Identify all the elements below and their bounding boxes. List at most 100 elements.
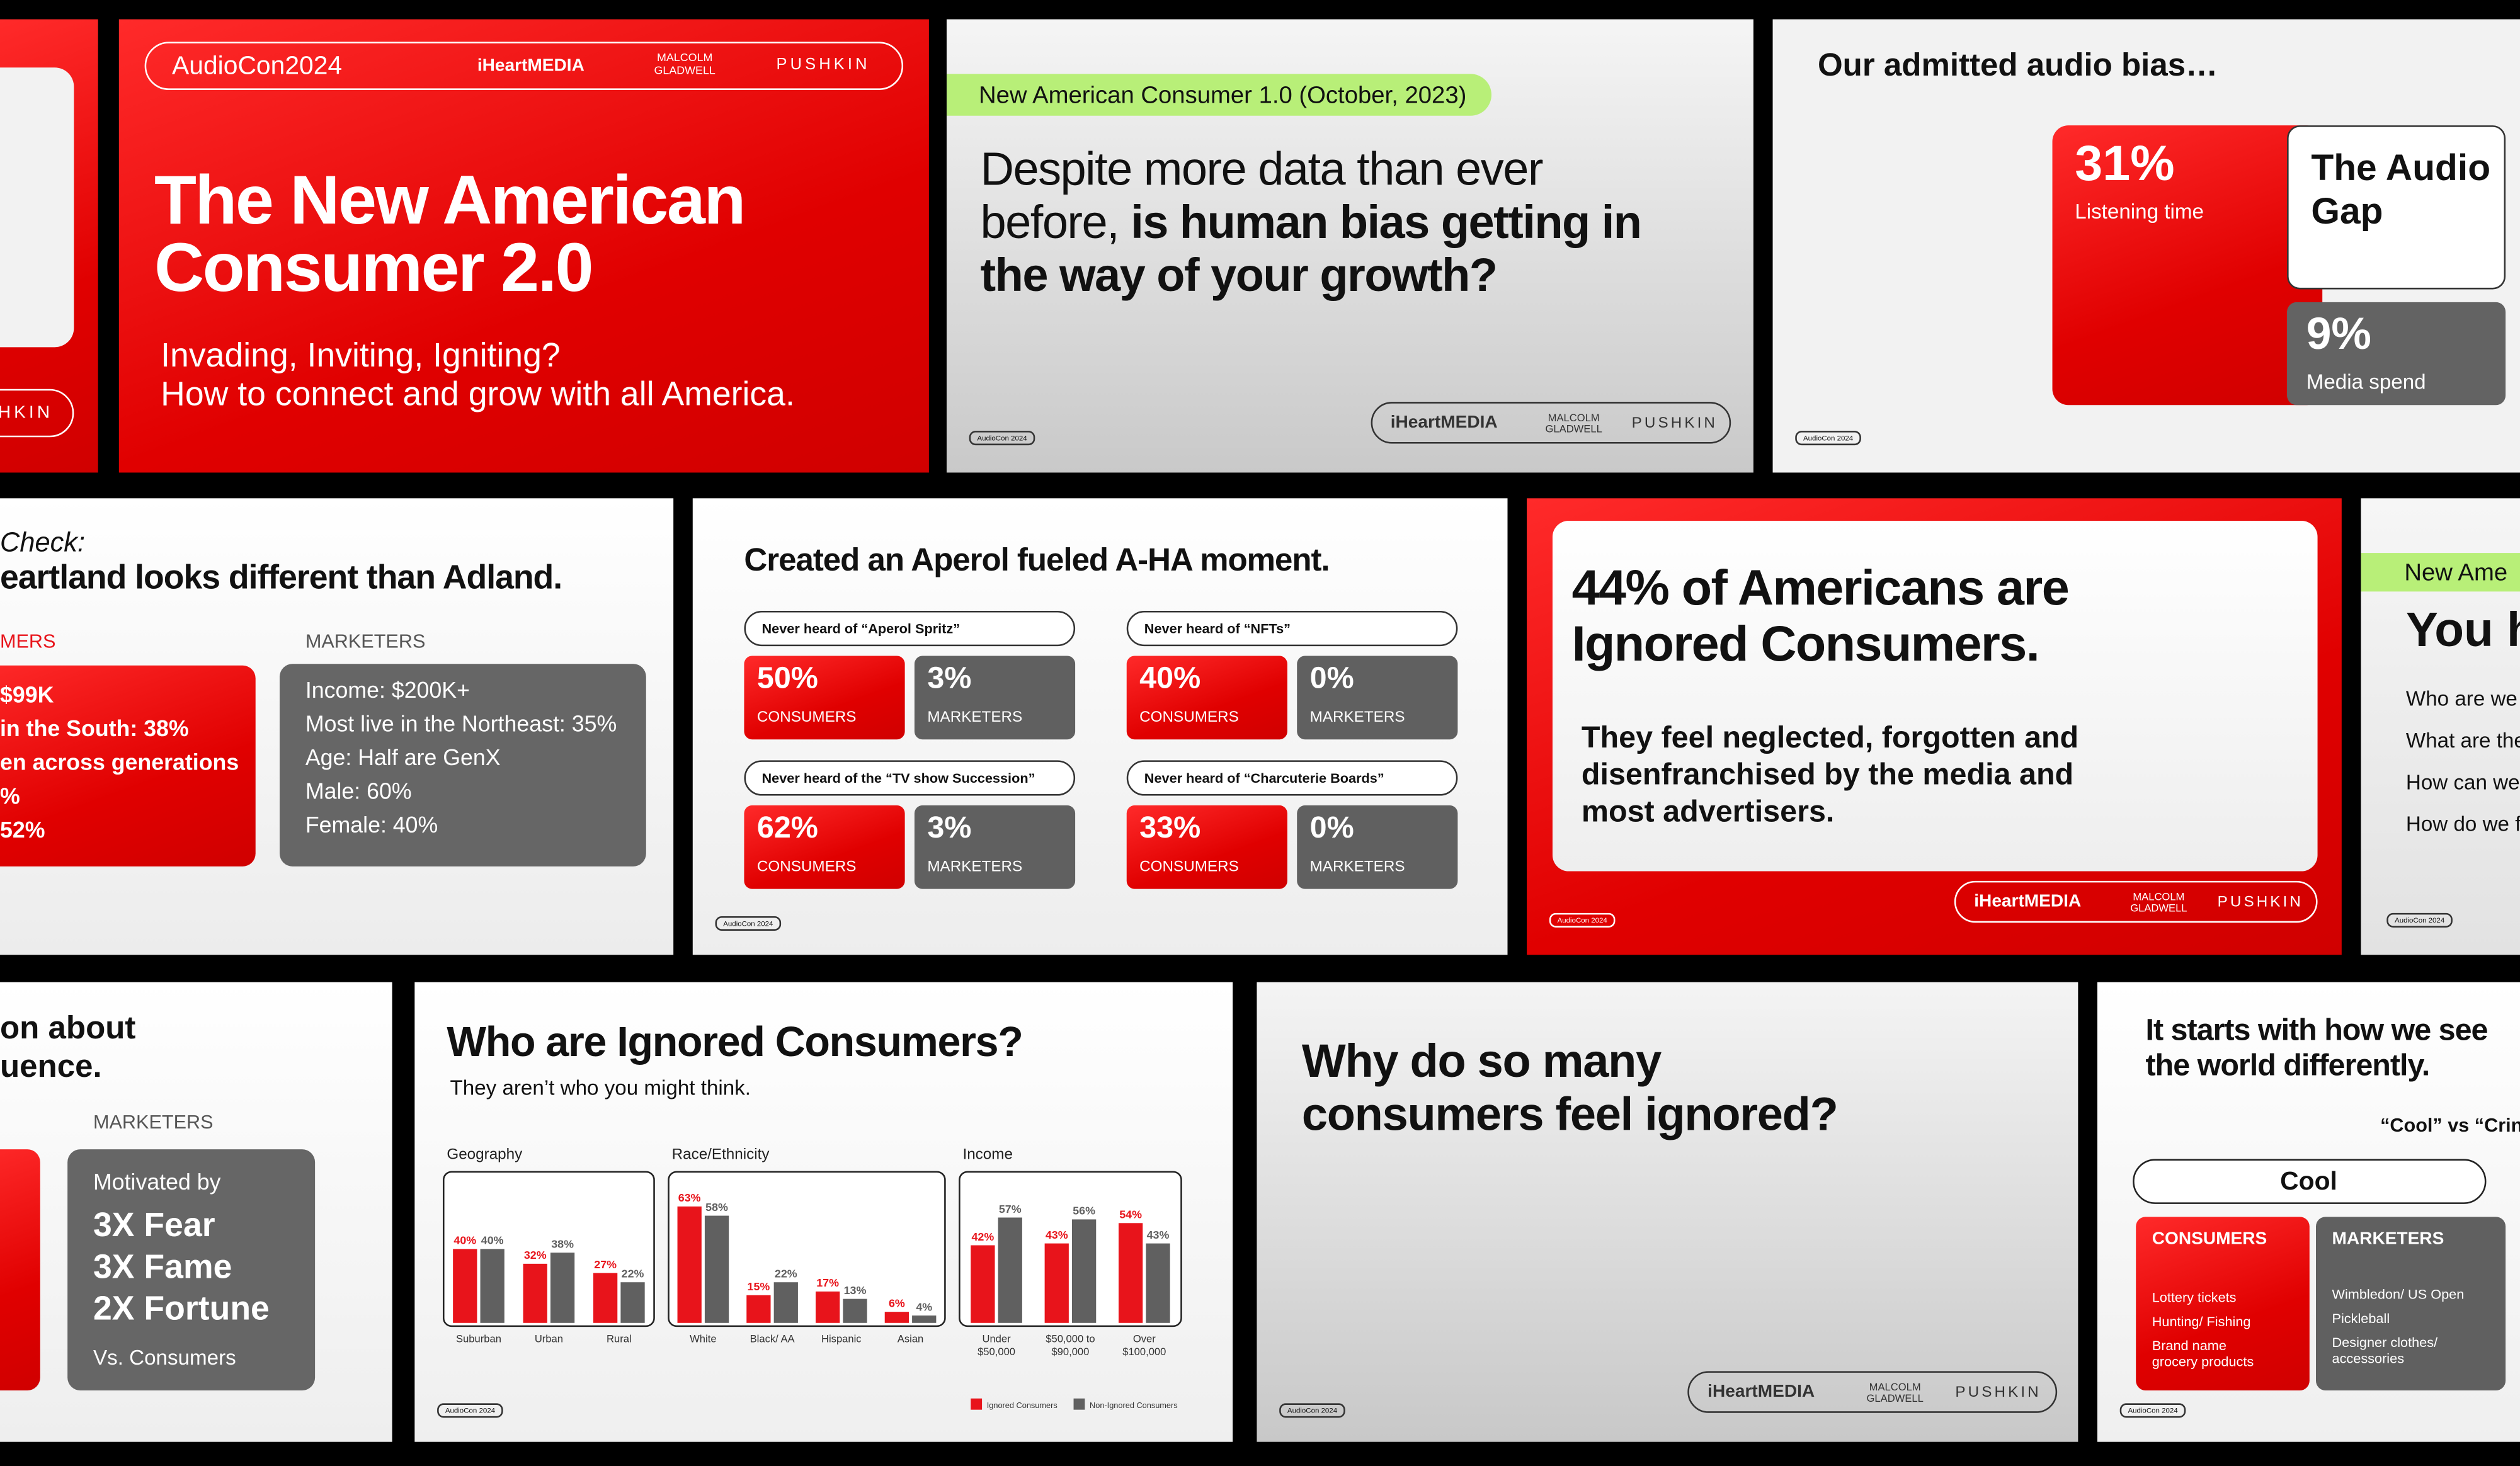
stat-value: 40% xyxy=(1139,662,1201,696)
category-label: $50,000 to $90,000 xyxy=(1046,1332,1095,1357)
marketers-card: Motivated by 3X Fear 3X Fame 2X Fortune Vs. … xyxy=(67,1149,316,1390)
subtitle-line: Invading, Inviting, Igniting? xyxy=(161,338,561,375)
headline: Despite more data than ever before, is h… xyxy=(981,145,1656,304)
bar xyxy=(773,1282,798,1323)
stat-label: Media spend xyxy=(2306,370,2426,394)
slide-heartland: Check: eartland looks different than Adla… xyxy=(0,498,674,955)
logo-iheart: iHeartMEDIA xyxy=(1974,892,2082,912)
panel-title: Race/Ethnicity xyxy=(672,1145,770,1162)
bar xyxy=(620,1282,645,1323)
category-label: Under $50,000 xyxy=(978,1332,1015,1357)
card-item: % xyxy=(0,783,20,809)
slide-title: Who are Ignored Consumers? xyxy=(447,1017,1023,1066)
bar xyxy=(1044,1243,1069,1323)
header-pill: AudioCon2024 iHeartMEDIA MALCOLM GLADWELL P… xyxy=(144,42,904,90)
logo-pushkin: PUSHKIN xyxy=(1631,414,1718,433)
question-line: How do we f xyxy=(2405,812,2520,836)
stat-value: 0% xyxy=(1309,812,1354,846)
pill-text: Cool xyxy=(2280,1168,2337,1196)
footer-badge: AudioCon 2024 xyxy=(2119,1403,2186,1418)
logo-gladwell: MALCOLM GLADWELL xyxy=(654,53,716,77)
footer-badge: AudioCon 2024 xyxy=(437,1403,503,1418)
stat-value: 3% xyxy=(927,662,972,696)
bar xyxy=(550,1253,575,1323)
gap-text: The Audio Gap xyxy=(2311,146,2491,232)
card-item: Most live in the Northeast: 35% xyxy=(305,710,617,737)
stat-label: CONSUMERS xyxy=(756,708,857,727)
stat-label: CONSUMERS xyxy=(1139,858,1239,877)
tag: New American Consumer 1.0 (October, 2023… xyxy=(946,74,1493,116)
bar-value-label: 57% xyxy=(999,1203,1022,1215)
category-label: Over $100,000 xyxy=(1122,1332,1166,1357)
question: Never heard of the “TV show Succession” xyxy=(761,770,1035,787)
card-item: Lottery tickets xyxy=(2152,1289,2237,1305)
stat-label: CONSUMERS xyxy=(1139,708,1239,727)
marketers-card: Income: $200K+ Most live in the Northeast… xyxy=(279,664,646,867)
bar xyxy=(523,1263,547,1323)
stat-value: 0% xyxy=(1309,662,1354,696)
question-pill: Never heard of the “TV show Succession” xyxy=(744,760,1076,796)
bar xyxy=(815,1291,840,1323)
footer-badge: AudioCon 2024 xyxy=(1795,431,1861,446)
bar-value-label: 13% xyxy=(844,1284,867,1297)
stat-label: Listening time xyxy=(2075,199,2204,224)
marketers-card: 3% MARKETERS xyxy=(914,656,1076,740)
card-item: Designer clothes/ accessories xyxy=(2332,1334,2438,1366)
marketers-card: MARKETERS Wimbledon/ US Open Pickleball Des… xyxy=(2315,1217,2506,1390)
logo-pushkin: PUSHKIN xyxy=(0,403,54,423)
card-heading: MARKETERS xyxy=(2332,1229,2444,1249)
bar-value-label: 15% xyxy=(748,1280,770,1293)
question-pill: Never heard of “Aperol Spritz” xyxy=(744,610,1076,647)
stat-label: MARKETERS xyxy=(1309,708,1405,727)
footer-badge: AudioCon 2024 xyxy=(2386,912,2453,928)
white-card xyxy=(1552,521,2318,872)
bar-value-label: 22% xyxy=(622,1268,644,1280)
bar xyxy=(1071,1219,1097,1323)
bar-value-label: 4% xyxy=(916,1300,932,1313)
legend-swatch xyxy=(1073,1398,1085,1410)
stat-value: 33% xyxy=(1139,812,1201,846)
bar xyxy=(1146,1243,1170,1323)
versus-text: “Cool” vs “Cring xyxy=(2380,1113,2520,1137)
slide-title: Our admitted audio bias… xyxy=(1817,48,2218,84)
footer-badge: AudioCon 2024 xyxy=(969,431,1035,446)
consumers-card: 33% CONSUMERS xyxy=(1126,805,1287,889)
panel-title: Income xyxy=(962,1145,1012,1162)
card-item: Age: Half are GenX xyxy=(305,744,501,770)
card-item: Female: 40% xyxy=(305,812,438,838)
consumers-card: CONSUMERS Lottery tickets Hunting/ Fishing… xyxy=(2136,1217,2310,1390)
bar-value-label: 43% xyxy=(1147,1229,1170,1241)
card-item: in the South: 38% xyxy=(0,715,189,741)
logo-gladwell: MALCOLM GLADWELL xyxy=(2130,892,2187,915)
logo-pill: iHeartMEDIA MALCOLM GLADWELL PUSHKIN xyxy=(1371,402,1731,444)
category-label: Asian xyxy=(898,1332,923,1344)
slide-motivation: on about uence. MARKETERS Motivated by 3X Fe… xyxy=(0,982,392,1442)
panel-frame xyxy=(668,1171,946,1327)
card-item: Income: $200K+ xyxy=(305,676,470,703)
slide-bias-question: New American Consumer 1.0 (October, 2023… xyxy=(946,19,1753,473)
legend-swatch xyxy=(971,1398,983,1410)
listening-card: 31% Listening time xyxy=(2052,125,2323,406)
stat-label: MARKETERS xyxy=(927,708,1023,727)
consumers-heading: MERS xyxy=(0,630,56,653)
bar xyxy=(677,1206,702,1323)
body-text: They feel neglected, forgotten and disen… xyxy=(1581,722,2079,830)
title-line: uence. xyxy=(0,1049,102,1086)
footer-badge: AudioCon 2024 xyxy=(1279,1403,1345,1418)
title-line: Check: xyxy=(0,527,86,558)
card-item: Pickleball xyxy=(2332,1310,2390,1326)
slide-audio-bias: Our admitted audio bias… 31% Listening tim… xyxy=(1772,19,2520,473)
bar xyxy=(971,1245,995,1323)
stat-value: 9% xyxy=(2306,309,2371,359)
stat-value: 50% xyxy=(756,662,818,696)
motivation-item: 3X Fame xyxy=(93,1249,232,1287)
consumers-card: 50% CONSUMERS xyxy=(744,656,905,740)
card-heading: CONSUMERS xyxy=(2152,1229,2267,1249)
question: Never heard of “Charcuterie Boards” xyxy=(1144,770,1384,787)
bar-value-label: 27% xyxy=(594,1258,617,1271)
marketers-heading: MARKETERS xyxy=(305,630,426,653)
question-pill: Never heard of “NFTs” xyxy=(1126,610,1458,647)
white-panel xyxy=(0,67,74,348)
question: Never heard of “Aperol Spritz” xyxy=(761,620,961,637)
